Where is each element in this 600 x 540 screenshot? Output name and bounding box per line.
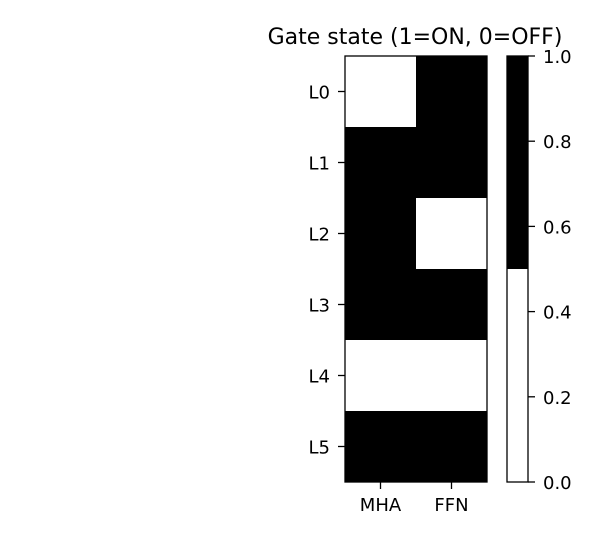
heatmap-cell-L4-FFN bbox=[416, 340, 488, 412]
heatmap-cell-L5-MHA bbox=[345, 411, 417, 483]
y-tick-label: L3 bbox=[309, 296, 330, 317]
heatmap-cell-L3-MHA bbox=[345, 269, 417, 341]
y-tick-label: L2 bbox=[309, 225, 330, 246]
y-tick-label: L0 bbox=[309, 83, 330, 104]
colorbar-segment-off bbox=[507, 269, 528, 482]
heatmap-cell-L3-FFN bbox=[416, 269, 488, 341]
colorbar-segment-on bbox=[507, 56, 528, 269]
heatmap-cells bbox=[345, 56, 488, 483]
colorbar-tick-label: 0.8 bbox=[543, 132, 572, 153]
y-tick-label: L1 bbox=[309, 154, 330, 175]
colorbar-tick-label: 1.0 bbox=[543, 47, 572, 68]
colorbar-tick-label: 0.4 bbox=[543, 303, 572, 324]
colorbar-tick-label: 0.6 bbox=[543, 217, 572, 238]
heatmap-cell-L2-FFN bbox=[416, 198, 488, 270]
x-tick-label: FFN bbox=[434, 495, 468, 516]
heatmap-cell-L1-FFN bbox=[416, 127, 488, 199]
heatmap-cell-L4-MHA bbox=[345, 340, 417, 412]
heatmap-cell-L0-FFN bbox=[416, 56, 488, 128]
colorbar-tick-label: 0.0 bbox=[543, 473, 572, 494]
y-axis-ticks: L0 L1 L2 L3 L4 L5 bbox=[309, 83, 345, 459]
chart-title: Gate state (1=ON, 0=OFF) bbox=[268, 25, 563, 50]
x-axis-ticks: MHA FFN bbox=[360, 482, 469, 516]
heatmap-cell-L0-MHA bbox=[345, 56, 417, 128]
colorbar: 0.0 0.2 0.4 0.6 0.8 1.0 bbox=[507, 47, 572, 494]
y-tick-label: L5 bbox=[309, 438, 330, 459]
heatmap-cell-L5-FFN bbox=[416, 411, 488, 483]
colorbar-tick-label: 0.2 bbox=[543, 388, 572, 409]
heatmap-cell-L1-MHA bbox=[345, 127, 417, 199]
heatmap-cell-L2-MHA bbox=[345, 198, 417, 270]
x-tick-label: MHA bbox=[360, 495, 402, 516]
y-tick-label: L4 bbox=[309, 367, 330, 388]
